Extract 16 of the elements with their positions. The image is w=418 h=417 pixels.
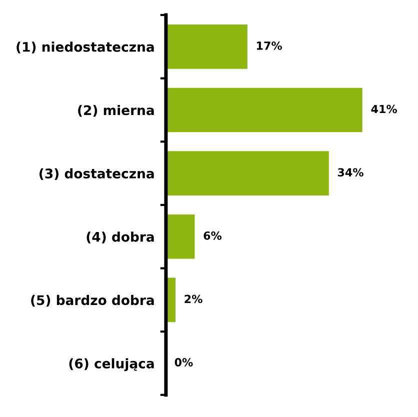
data-label: 41% xyxy=(371,104,397,114)
y-tick-label: (6) celująca xyxy=(69,358,154,372)
data-label: 34% xyxy=(338,168,364,177)
y-tick-label: (4) dobra xyxy=(86,232,154,244)
data-label: 0% xyxy=(174,358,193,366)
bar xyxy=(166,151,329,196)
y-tick-label: (1) niedostateczna xyxy=(16,42,154,54)
y-tick-label: (5) bardzo dobra xyxy=(31,294,154,307)
data-label: 17% xyxy=(256,41,282,50)
y-tick-label: (2) mierna xyxy=(78,104,154,117)
data-label: 6% xyxy=(204,231,222,240)
y-tick-label: (3) dostateczna xyxy=(40,168,154,180)
bar xyxy=(166,88,362,132)
bar xyxy=(166,24,248,69)
data-label: 2% xyxy=(184,294,202,304)
bar xyxy=(166,214,195,259)
